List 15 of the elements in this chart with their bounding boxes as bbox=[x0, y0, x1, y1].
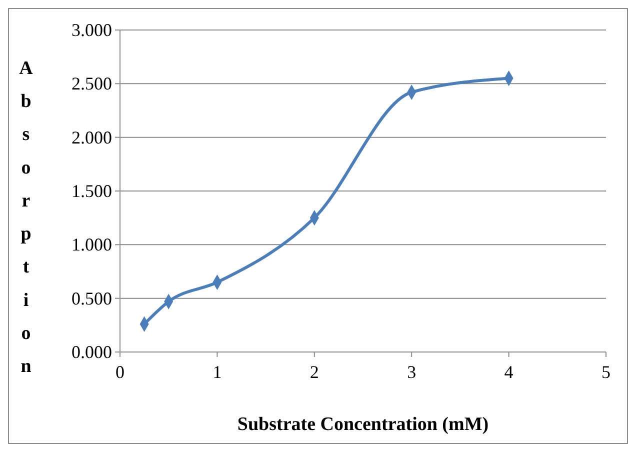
x-tick-label: 2 bbox=[310, 362, 319, 382]
y-tick-label: 3.000 bbox=[72, 20, 112, 40]
x-axis-title: Substrate Concentration (mM) bbox=[237, 414, 489, 435]
y-tick-label: 1.500 bbox=[72, 181, 112, 201]
y-tick-label: 0.500 bbox=[72, 288, 112, 308]
y-tick-label: 2.500 bbox=[72, 74, 112, 94]
x-tick-label: 1 bbox=[212, 362, 222, 382]
y-tick-label: 2.000 bbox=[72, 127, 112, 148]
x-tick-label: 4 bbox=[504, 362, 514, 382]
x-tick-label: 3 bbox=[407, 362, 416, 382]
y-tick-label: 0.000 bbox=[72, 342, 112, 362]
y-tick-label: 1.000 bbox=[72, 234, 112, 255]
x-tick-label: 0 bbox=[116, 362, 124, 382]
text: Absorption bbox=[19, 58, 33, 377]
x-tick-label: 5 bbox=[602, 362, 610, 382]
